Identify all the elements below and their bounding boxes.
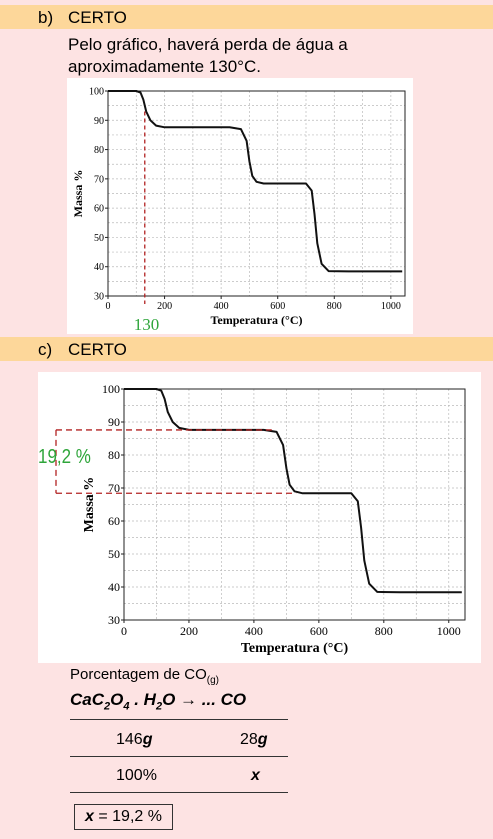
y-tick-label: 60 [94, 204, 104, 215]
percentage-annotation: 19,2 % [38, 446, 91, 469]
section-c-letter: c) [38, 340, 53, 359]
y-tick-label: 80 [108, 448, 120, 462]
x-axis-label: Temperatura (°C) [210, 313, 302, 327]
answer-value: = 19,2 % [93, 808, 162, 825]
y-tick-label: 60 [108, 514, 120, 528]
calc-title: Porcentagem de CO(g) [70, 666, 219, 686]
section-b-text-line2: aproximadamente 130°C. [68, 57, 261, 76]
x-tick-label: 1000 [437, 624, 461, 638]
mass-curve [108, 90, 403, 273]
chart-1: 0 200 400 600 800 1000 30 40 50 60 70 80 90 100 Temper… [71, 87, 406, 334]
eq-part: O [110, 690, 124, 709]
annotation-label: 130 [134, 315, 160, 334]
y-tick-label: 40 [108, 580, 120, 594]
x-tick-label: 600 [310, 624, 328, 638]
chart-1-container: 0 200 400 600 800 1000 30 40 50 60 70 80 90 100 Temper… [67, 78, 413, 334]
row1-left-unit: g [142, 731, 153, 748]
y-tick-label: 50 [108, 547, 120, 561]
eq-part: CaC [70, 690, 105, 709]
row1-right: 28g [240, 731, 268, 749]
y-axis-label: Massa % [71, 170, 85, 218]
row1-right-unit: g [257, 731, 268, 748]
x-tick-label: 0 [106, 301, 111, 312]
y-tick-label: 100 [89, 87, 104, 98]
eq-sub: 2 [155, 700, 163, 713]
x-tick-label: 400 [214, 301, 229, 312]
chart-2-container: 0 200 400 600 800 1000 30 40 50 60 70 80 90 100 Temper… [38, 372, 481, 663]
eq-part: O → ... CO [162, 690, 247, 709]
eq-sub: 4 [123, 700, 130, 713]
section-b-verdict: CERTO [68, 8, 127, 27]
section-c-verdict: CERTO [68, 340, 127, 359]
y-tick-label: 40 [94, 262, 104, 273]
y-tick-label: 90 [108, 415, 120, 429]
y-tick-label: 90 [94, 116, 104, 127]
chart-2: 0 200 400 600 800 1000 30 40 50 60 70 80 90 100 Temper… [55, 382, 466, 656]
row2-left: 100% [116, 767, 157, 784]
divider-3 [70, 792, 288, 793]
calc-title-sub: (g) [206, 675, 219, 686]
plot-frame [123, 388, 466, 621]
x-tick-label: 0 [121, 624, 127, 638]
answer-variable: x [85, 808, 94, 825]
section-b-text-line1: Pelo gráfico, haverá perda de água a [68, 35, 348, 54]
x-tick-label: 200 [157, 301, 172, 312]
section-b-letter: b) [38, 8, 54, 27]
y-tick-label: 100 [102, 382, 120, 396]
percentage-annotation-label: 19,2 % [38, 446, 91, 468]
answer-box: x = 19,2 % [74, 804, 173, 830]
calc-title-main: Porcentagem de CO [70, 666, 207, 683]
x-tick-label: 800 [375, 624, 393, 638]
row1-right-value: 28 [240, 731, 258, 748]
x-tick-label: 400 [245, 624, 263, 638]
x-tick-label: 1000 [381, 301, 401, 312]
row1-left: 146g [116, 731, 152, 749]
divider-1 [70, 719, 288, 720]
x-tick-label: 800 [327, 301, 342, 312]
x-tick-label: 200 [180, 624, 198, 638]
eq-part: . H [129, 690, 156, 709]
y-tick-label: 30 [94, 292, 104, 303]
plot-frame [107, 90, 406, 297]
section-b-header: b) CERTO [0, 5, 493, 29]
row1-left-value: 146 [116, 731, 143, 748]
y-tick-label: 50 [94, 233, 104, 244]
y-tick-label: 80 [94, 145, 104, 156]
row2-right-value: x [251, 767, 260, 784]
row2-right: x [251, 767, 260, 785]
reaction-equation: CaC2O4 . H2O → ... CO [70, 690, 246, 712]
y-tick-label: 70 [94, 174, 104, 185]
mass-curve [124, 388, 462, 594]
section-c-header: c) CERTO [0, 337, 493, 361]
divider-2 [70, 756, 288, 757]
y-tick-label: 70 [108, 481, 120, 495]
eq-sub: 2 [104, 700, 111, 713]
y-tick-label: 30 [108, 613, 120, 627]
y-axis-label: Massa % [82, 477, 97, 533]
x-axis-label: Temperatura (°C) [241, 641, 349, 656]
x-tick-label: 600 [270, 301, 285, 312]
